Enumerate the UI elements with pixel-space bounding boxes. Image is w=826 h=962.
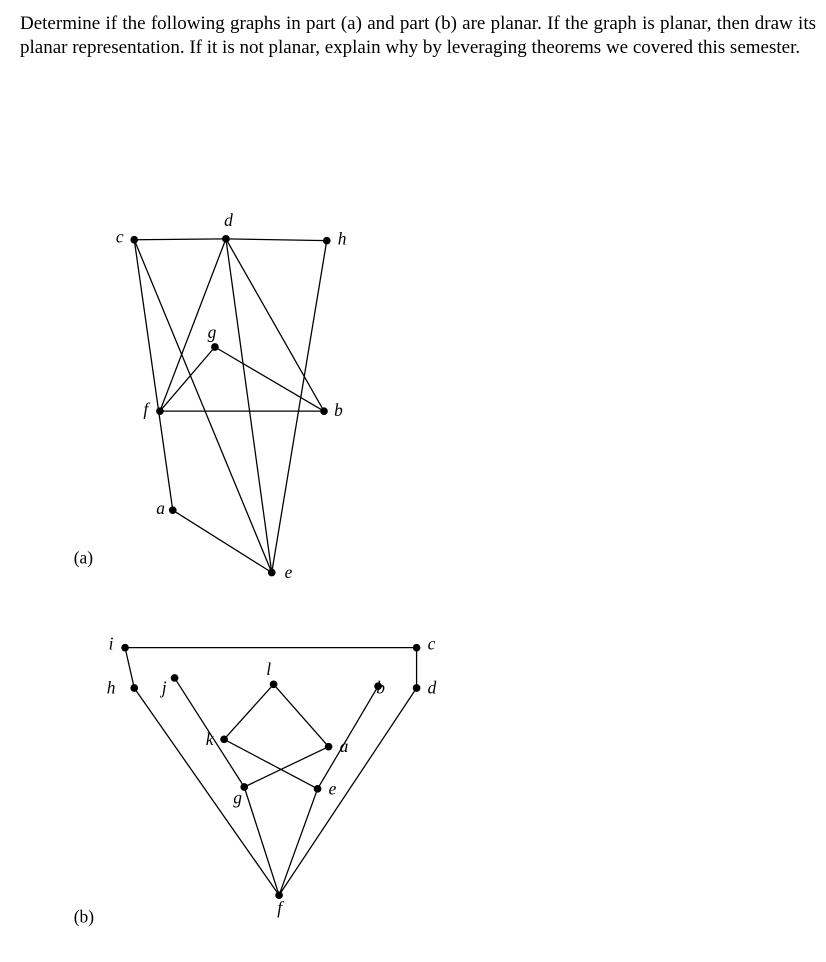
graph-b-edge-d-f [279, 688, 417, 895]
graph-b-label-a: a [340, 736, 349, 756]
graph-a-edge-d-b [226, 238, 324, 410]
graph-a-label-a: a [156, 497, 165, 517]
graph-b-label-e: e [329, 778, 337, 798]
graph-b-label-f: f [277, 897, 284, 917]
graph-a-node-b [320, 407, 328, 415]
graph-b-label-i: i [109, 633, 114, 653]
question-prompt: Determine if the following graphs in par… [20, 12, 816, 61]
graph-a-edge-h-e [272, 240, 327, 572]
graph-a-node-c [130, 236, 138, 244]
graph-a-edge-d-e [226, 238, 272, 572]
graphs-svg: c d h g f b a e (a) i c h j l b d k a g e f (b) [20, 61, 826, 941]
graph-a-edge-a-e [173, 510, 272, 572]
graph-a-label-d: d [224, 210, 233, 230]
graph-b-node-h [130, 684, 138, 692]
graph-a-node-g [211, 343, 219, 351]
graph-b-node-l [270, 680, 278, 688]
graph-b-label-l: l [266, 659, 271, 679]
graph-b-node-j [171, 674, 179, 682]
graph-b-node-i [121, 643, 129, 651]
graph-a-label-c: c [116, 226, 124, 246]
graph-b-edge-h-f [134, 688, 279, 895]
graph-b-edge-g-f [244, 787, 279, 895]
graph-a-edge-c-a [134, 239, 173, 509]
graph-b-node-k [220, 735, 228, 743]
graph-a-label-g: g [208, 321, 217, 341]
graph-b-edge-k-e [224, 739, 318, 789]
graph-a-node-f [156, 407, 164, 415]
graph-a-node-e [268, 568, 276, 576]
graph-b-node-d [413, 684, 421, 692]
graph-a-edge-g-f [160, 347, 215, 411]
graph-b-node-e [314, 785, 322, 793]
graph-a-label-h: h [338, 228, 347, 248]
graph-a-edge-c-e [134, 239, 272, 572]
graph-a-part-label: (a) [74, 547, 94, 567]
graph-b-edge-i-h [125, 647, 134, 687]
graph-b-edge-l-a [274, 684, 329, 746]
graph-a-node-d [222, 235, 230, 243]
graph-a-label-f: f [143, 398, 150, 418]
graph-b-label-d: d [428, 677, 437, 697]
graph-b-node-a [325, 742, 333, 750]
graph-b-node-c [413, 643, 421, 651]
graph-a-node-a [169, 506, 177, 514]
graph-b-label-j: j [160, 677, 167, 697]
graph-b-label-h: h [107, 677, 116, 697]
graph-a-label-e: e [285, 562, 293, 582]
graph-b-edge-e-f [279, 788, 318, 894]
graph-a-label-b: b [334, 399, 343, 419]
figures-container: c d h g f b a e (a) i c h j l b d k a g e f (b) [20, 61, 816, 946]
graph-b-part-label: (b) [74, 906, 94, 926]
graph-b-label-b: b [376, 677, 385, 697]
graph-b-label-g: g [233, 787, 242, 807]
graph-a-edge-d-h [226, 238, 327, 240]
graph-b-label-k: k [206, 728, 214, 748]
graph-b-label-c: c [428, 633, 436, 653]
graph-a-edge-c-d [134, 238, 226, 239]
graph-a-node-h [323, 236, 331, 244]
graph-b-edge-l-k [224, 684, 273, 739]
graph-b-edge-g-a [244, 746, 328, 786]
